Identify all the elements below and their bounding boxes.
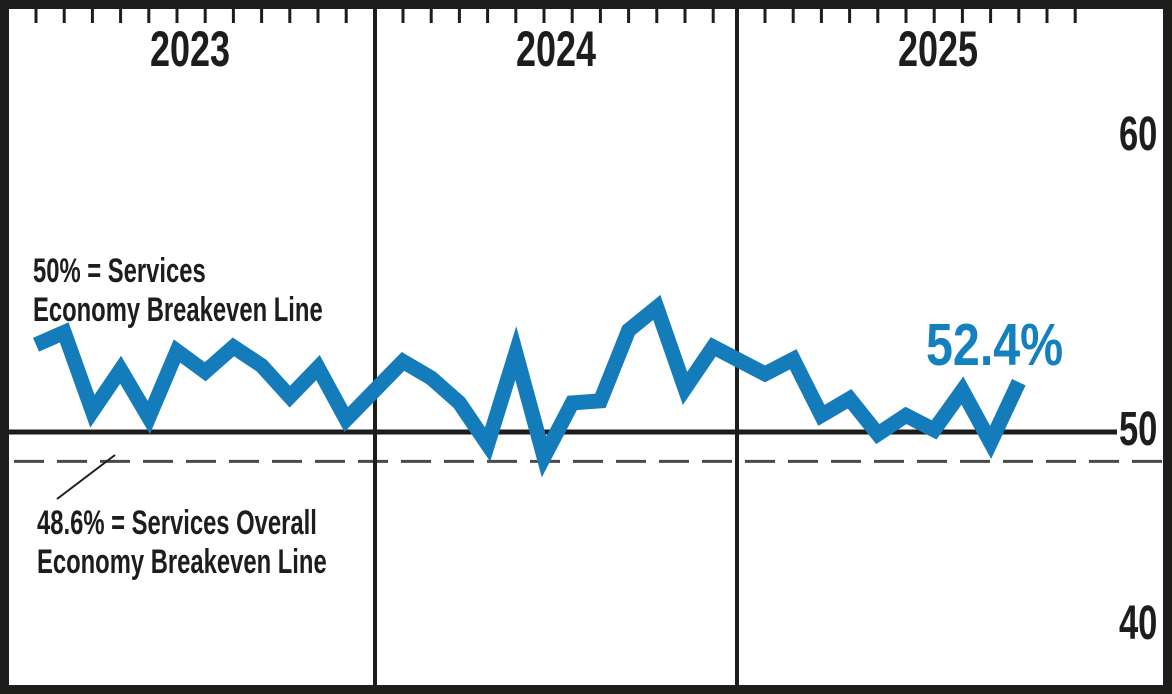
month-tick	[791, 9, 795, 23]
month-tick	[598, 9, 602, 23]
month-tick	[848, 9, 852, 23]
month-tick	[876, 9, 880, 23]
month-tick	[989, 9, 993, 23]
month-tick	[683, 9, 687, 23]
breakeven-48-6-annotation: 48.6% = Services Overall Economy Breakev…	[37, 504, 327, 582]
month-tick	[570, 9, 574, 23]
month-tick	[763, 9, 767, 23]
month-tick	[457, 9, 461, 23]
y-axis-label-50: 50	[1118, 403, 1157, 456]
breakeven-50-annotation-line2: Economy Breakeven Line	[33, 291, 323, 329]
pmi-data-line	[32, 294, 1026, 478]
month-tick	[231, 9, 235, 23]
month-tick	[514, 9, 518, 23]
month-tick	[62, 9, 66, 23]
x-axis-year-2025: 2025	[897, 21, 979, 77]
x-axis-year-2023: 2023	[149, 21, 231, 77]
month-tick	[119, 9, 123, 23]
breakeven-48-6-annotation-line2: Economy Breakeven Line	[37, 543, 327, 581]
month-tick	[819, 9, 823, 23]
month-tick	[960, 9, 964, 23]
breakeven-50-annotation-line1: 50% = Services	[33, 252, 206, 290]
month-tick	[90, 9, 94, 23]
month-tick	[203, 9, 207, 23]
month-tick	[401, 9, 405, 23]
y-axis-label-60: 60	[1118, 108, 1157, 161]
breakeven-48-6-annotation-line1: 48.6% = Services Overall	[37, 504, 317, 542]
x-axis-year-2024: 2024	[515, 21, 597, 77]
month-tick	[1073, 9, 1077, 23]
month-tick	[486, 9, 490, 23]
year-divider-2	[735, 9, 739, 685]
month-tick	[1017, 9, 1021, 23]
month-tick	[344, 9, 348, 23]
month-tick	[542, 9, 546, 23]
month-tick	[932, 9, 936, 23]
month-tick	[147, 9, 151, 23]
month-tick	[655, 9, 659, 23]
month-tick	[316, 9, 320, 23]
month-tick	[175, 9, 179, 23]
month-tick	[904, 9, 908, 23]
month-tick	[34, 9, 38, 23]
year-divider-1	[373, 9, 377, 685]
month-tick	[288, 9, 292, 23]
month-tick	[627, 9, 631, 23]
month-tick	[1045, 9, 1049, 23]
breakeven-50-annotation: 50% = Services Economy Breakeven Line	[33, 252, 323, 330]
y-axis-label-40: 40	[1118, 597, 1157, 650]
month-tick	[711, 9, 715, 23]
month-tick	[260, 9, 264, 23]
latest-value-label: 52.4%	[926, 312, 1064, 378]
month-tick	[429, 9, 433, 23]
annotation-pointer-line	[56, 454, 116, 500]
